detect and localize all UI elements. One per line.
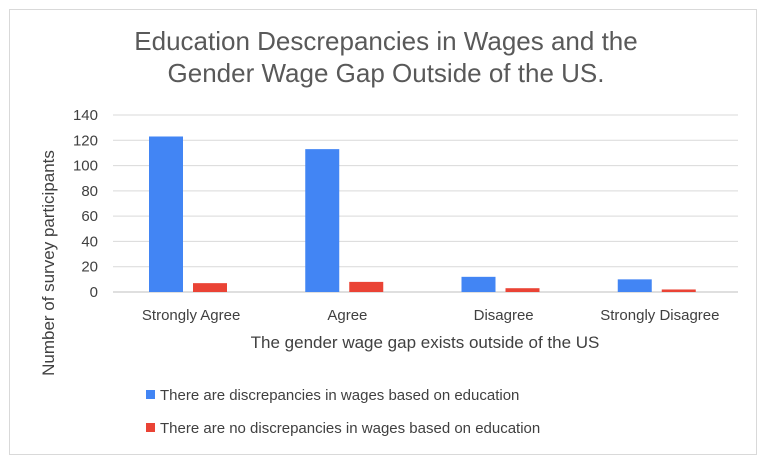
legend: There are discrepancies in wages based o… (146, 387, 540, 437)
y-axis-ticks: 0 20 40 60 80 100 120 140 (73, 107, 98, 301)
bar-2-strongly-agree (193, 283, 227, 292)
bar-1-strongly-disagree (617, 279, 652, 292)
bar-2-strongly-disagree (661, 289, 696, 292)
bar-1-agree (305, 149, 340, 292)
bar-1-strongly-agree (149, 136, 183, 292)
x-axis-title: The gender wage gap exists outside of th… (251, 333, 600, 352)
x-axis-ticks: Strongly Agree Agree Disagree Strongly Disa… (142, 307, 720, 324)
x-tick-label: Strongly Disagree (600, 307, 719, 324)
y-tick-label: 0 (90, 284, 98, 301)
legend-swatch-series-2 (146, 423, 155, 432)
chart-frame (9, 9, 757, 455)
x-tick-label: Agree (327, 307, 367, 324)
chart-title-line-1: Education Descrepancies in Wages and the (134, 26, 637, 56)
y-tick-label: 100 (73, 158, 98, 175)
y-tick-label: 60 (81, 208, 98, 225)
bar-2-agree (349, 281, 384, 292)
y-tick-label: 40 (81, 233, 98, 250)
y-tick-label: 140 (73, 107, 98, 124)
y-tick-label: 80 (81, 183, 98, 200)
x-tick-label: Disagree (474, 307, 534, 324)
bars (149, 136, 696, 292)
x-tick-label: Strongly Agree (142, 307, 240, 324)
y-tick-label: 120 (73, 132, 98, 149)
y-axis-title: Number of survey participants (39, 150, 58, 376)
y-tick-label: 20 (81, 259, 98, 276)
legend-label-series-1: There are discrepancies in wages based o… (160, 387, 519, 404)
bar-2-disagree (505, 288, 540, 292)
legend-label-series-2: There are no discrepancies in wages base… (160, 420, 540, 437)
bar-1-disagree (461, 276, 496, 292)
chart-title-line-2: Gender Wage Gap Outside of the US. (168, 58, 605, 88)
gridlines (113, 114, 738, 293)
legend-swatch-series-1 (146, 390, 155, 399)
